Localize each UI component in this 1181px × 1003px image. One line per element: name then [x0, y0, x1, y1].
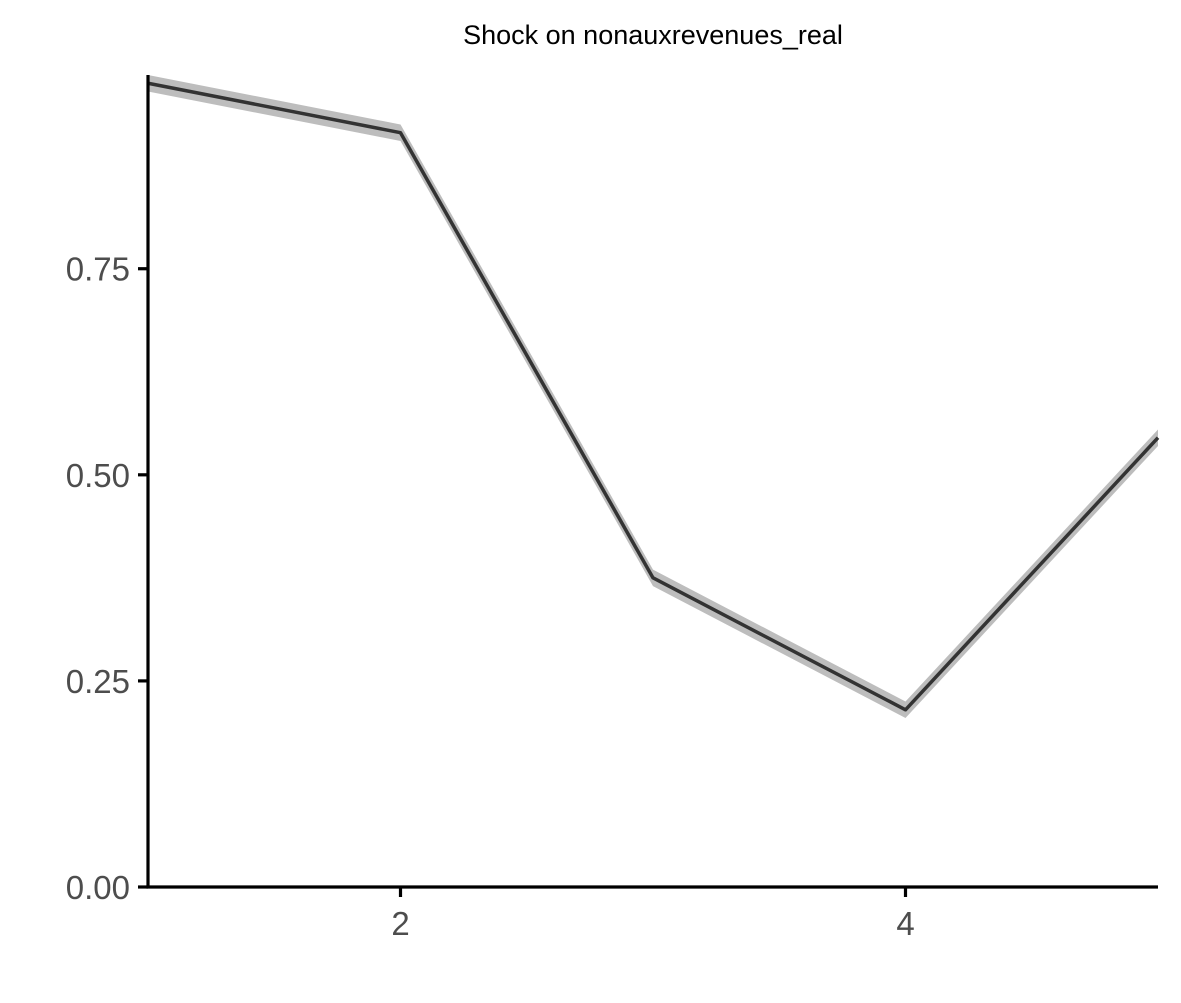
- x-tick-label: 4: [896, 905, 914, 942]
- y-tick-label: 0.25: [66, 663, 130, 700]
- y-tick-label: 0.00: [66, 869, 130, 906]
- y-tick-label: 0.75: [66, 251, 130, 288]
- series-line-0: [147, 81, 1160, 712]
- series-layer: [147, 81, 1160, 712]
- confidence-band-layer: [148, 75, 1158, 719]
- confidence-band-0: [148, 75, 1158, 719]
- x-tick-label: 2: [391, 905, 409, 942]
- chart-title: Shock on nonauxrevenues_real: [463, 20, 843, 50]
- y-tick-label: 0.50: [66, 457, 130, 494]
- axis-layer: 0.00 0.25 0.50 0.75 2 4: [66, 75, 1158, 942]
